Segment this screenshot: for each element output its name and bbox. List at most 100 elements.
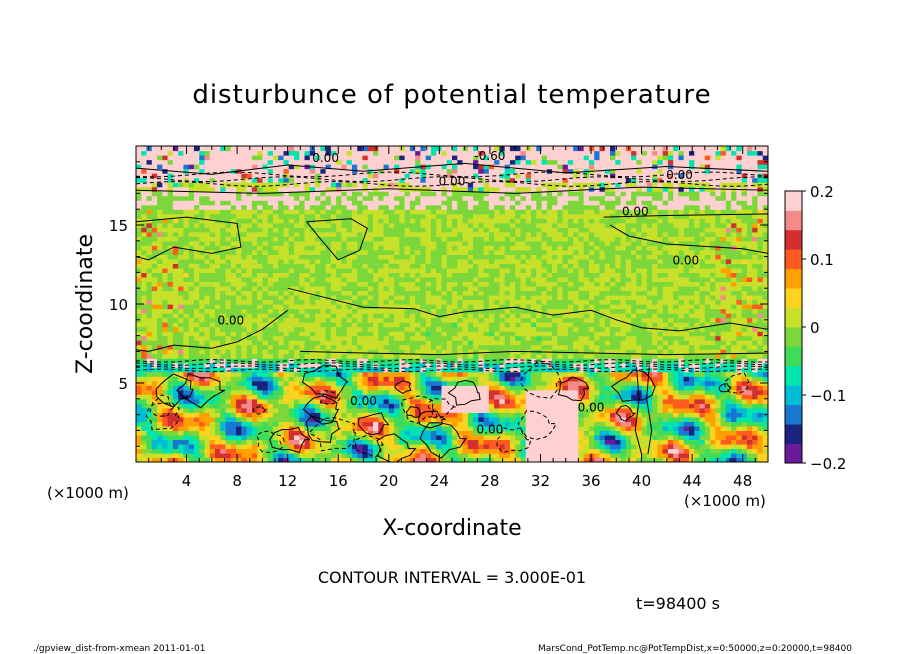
heatmap-cell	[430, 349, 437, 355]
heatmap-cell	[299, 367, 306, 373]
heatmap-cell	[467, 358, 474, 364]
heatmap-cell	[151, 281, 158, 287]
heatmap-cell	[136, 344, 142, 350]
heatmap-cell	[325, 376, 332, 382]
heatmap-cell	[351, 376, 358, 382]
heatmap-cell	[725, 331, 732, 337]
heatmap-cell	[573, 389, 579, 395]
heatmap-cell	[525, 380, 532, 386]
heatmap-cell	[172, 394, 179, 400]
heatmap-cell	[620, 281, 627, 287]
heatmap-cell	[720, 317, 727, 323]
heatmap-cell	[436, 335, 443, 341]
heatmap-cell	[404, 349, 411, 355]
heatmap-cell	[488, 344, 495, 350]
heatmap-cell	[425, 443, 432, 450]
heatmap-cell	[362, 285, 369, 292]
heatmap-cell	[220, 457, 227, 462]
heatmap-cell	[657, 421, 664, 427]
heatmap-cell	[536, 294, 543, 301]
heatmap-cell	[525, 457, 532, 462]
heatmap-cell	[367, 421, 374, 427]
heatmap-cell	[752, 281, 759, 287]
heatmap-cell	[304, 362, 311, 368]
heatmap-cell	[420, 358, 427, 364]
heatmap-cell	[588, 326, 595, 332]
heatmap-cell	[404, 362, 411, 368]
heatmap-cell	[141, 380, 148, 386]
heatmap-cell	[215, 416, 221, 422]
heatmap-cell	[172, 304, 179, 310]
heatmap-cell	[373, 389, 379, 395]
heatmap-cell	[704, 344, 711, 350]
heatmap-cell	[257, 349, 263, 355]
heatmap-cell	[199, 313, 206, 319]
heatmap-cell	[757, 385, 764, 391]
heatmap-cell	[183, 443, 190, 450]
heatmap-cell	[278, 362, 285, 368]
heatmap-cell	[694, 335, 701, 341]
heatmap-cell	[631, 394, 637, 400]
heatmap-cell	[752, 452, 759, 459]
heatmap-cell	[552, 371, 558, 377]
heatmap-cell	[636, 353, 643, 359]
heatmap-cell	[251, 371, 258, 377]
heatmap-cell	[141, 331, 148, 337]
heatmap-cell	[457, 349, 464, 355]
heatmap-cell	[567, 416, 574, 422]
heatmap-cell	[257, 434, 263, 441]
heatmap-cell	[457, 340, 464, 346]
heatmap-cell	[720, 353, 727, 359]
heatmap-cell	[488, 299, 495, 305]
heatmap-cell	[588, 299, 595, 305]
heatmap-cell	[641, 358, 648, 364]
heatmap-cell	[373, 322, 379, 328]
heatmap-cell	[620, 407, 627, 413]
heatmap-cell	[710, 362, 716, 368]
heatmap-cell	[162, 322, 169, 328]
heatmap-cell	[436, 322, 443, 328]
heatmap-cell	[183, 304, 190, 310]
heatmap-cell	[652, 308, 658, 314]
heatmap-cell	[299, 385, 306, 391]
heatmap-cell	[499, 294, 506, 301]
heatmap-cell	[404, 376, 411, 382]
heatmap-cell	[357, 353, 364, 359]
heatmap-cell	[304, 317, 311, 323]
heatmap-cell	[673, 452, 680, 459]
heatmap-cell	[278, 430, 285, 436]
heatmap-cell	[341, 290, 348, 296]
heatmap-cell	[151, 394, 158, 400]
heatmap-cell	[457, 457, 464, 462]
heatmap-cell	[325, 308, 332, 314]
heatmap-cell	[515, 290, 522, 296]
heatmap-cell	[752, 425, 759, 431]
heatmap-cell	[594, 281, 601, 287]
heatmap-cell	[373, 281, 379, 287]
heatmap-cell	[699, 362, 706, 368]
heatmap-cell	[146, 294, 153, 301]
heatmap-cell	[320, 353, 327, 359]
heatmap-cell	[441, 340, 448, 346]
heatmap-cell	[494, 335, 500, 341]
heatmap-cell	[667, 403, 674, 409]
heatmap-cell	[325, 276, 332, 283]
heatmap-cell	[515, 394, 522, 400]
heatmap-cell	[483, 412, 490, 418]
heatmap-cell	[367, 308, 374, 314]
heatmap-cell	[257, 313, 263, 319]
heatmap-cell	[541, 371, 548, 377]
heatmap-cell	[241, 394, 248, 400]
heatmap-cell	[499, 308, 506, 314]
heatmap-cell	[452, 425, 458, 431]
heatmap-cell	[573, 398, 579, 404]
heatmap-cell	[573, 380, 579, 386]
heatmap-cell	[357, 416, 364, 422]
heatmap-cell	[204, 457, 211, 462]
heatmap-cell	[278, 285, 285, 292]
heatmap-cell	[351, 371, 358, 377]
heatmap-cell	[262, 457, 269, 462]
heatmap-cell	[504, 439, 511, 445]
heatmap-cell	[425, 385, 432, 391]
heatmap-cell	[351, 362, 358, 368]
